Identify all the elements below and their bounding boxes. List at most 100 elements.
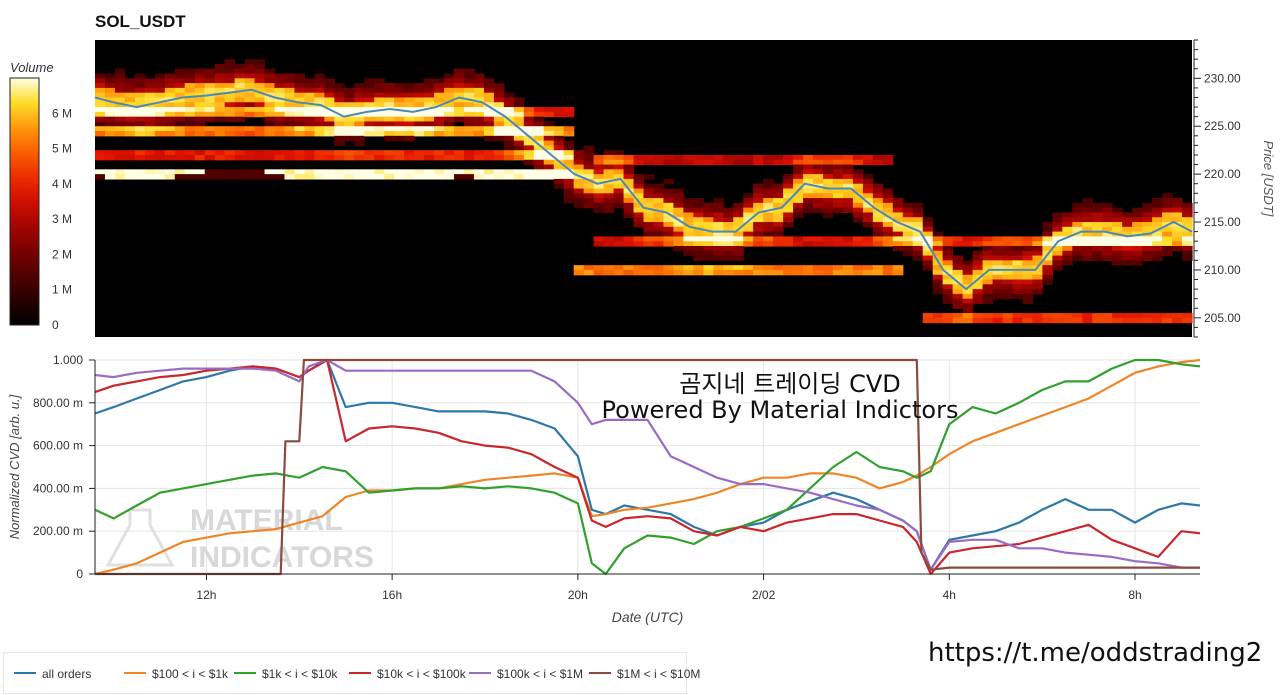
heatmap-cell <box>832 159 844 166</box>
heatmap-cell <box>493 107 505 113</box>
heatmap-cell <box>404 131 415 137</box>
legend-item-100k_1M[interactable]: $100k < i < $1M <box>469 667 583 681</box>
heatmap-cell <box>1022 279 1034 285</box>
heatmap-cell <box>703 222 714 228</box>
heatmap-cell <box>563 159 575 166</box>
heatmap-cell <box>1002 250 1014 257</box>
legend-item-all_orders[interactable]: all orders <box>14 667 91 681</box>
heatmap-cell <box>513 111 525 118</box>
heatmap-cell <box>643 154 655 161</box>
colorbar-tick-label: 3 M <box>52 212 72 226</box>
heatmap-cell <box>623 159 635 166</box>
telegram-link[interactable]: https://t.me/oddstrading2 <box>928 638 1263 668</box>
legend-item-100_1k[interactable]: $100 < i < $1k <box>124 667 228 681</box>
heatmap-cell <box>294 174 306 180</box>
heatmap-cell <box>314 83 325 89</box>
heatmap-cell <box>224 73 236 79</box>
heatmap-cell <box>803 164 814 170</box>
heatmap-cell <box>1082 236 1093 242</box>
heatmap-cell <box>633 193 645 199</box>
heatmap-cell <box>803 265 814 271</box>
heatmap-cell <box>852 212 864 218</box>
heatmap-cell <box>962 303 974 309</box>
heatmap-cell <box>713 250 724 257</box>
heatmap-cell <box>643 202 655 209</box>
heatmap-cell <box>882 202 894 209</box>
heatmap-cell <box>234 97 246 103</box>
heatmap-cell <box>1082 212 1093 218</box>
heatmap-cell <box>304 121 315 127</box>
heatmap-cell <box>503 107 515 113</box>
heatmap-cell <box>254 174 266 180</box>
heatmap-cell <box>713 159 724 166</box>
heatmap-cell <box>134 116 146 123</box>
heatmap-cell <box>124 121 136 127</box>
heatmap-cell <box>344 174 355 180</box>
heatmap-cell <box>613 183 625 190</box>
legend-item-10k_100k[interactable]: $10k < i < $100k <box>349 667 466 681</box>
heatmap-cell <box>603 202 615 209</box>
heatmap-cell <box>164 78 176 84</box>
heatmap-cell <box>164 92 176 99</box>
legend-item-1M_10M[interactable]: $1M < i < $10M <box>589 667 700 681</box>
heatmap-cell <box>364 150 375 156</box>
heatmap-cell <box>753 236 764 242</box>
heatmap-cell <box>473 131 485 137</box>
heatmap-cell <box>204 126 216 132</box>
heatmap-cell <box>194 102 206 108</box>
heatmap-cell <box>733 250 744 257</box>
heatmap-cell <box>473 102 485 108</box>
heatmap-cell <box>473 169 485 175</box>
heatmap-cell <box>1032 279 1044 285</box>
heatmap-cell <box>593 188 605 194</box>
heatmap-cell <box>783 222 794 228</box>
heatmap-cell <box>264 87 276 94</box>
heatmap-cell <box>214 131 226 137</box>
heatmap-cell <box>204 150 216 156</box>
heatmap-cell <box>902 250 914 257</box>
heatmap-cell <box>703 154 714 161</box>
heatmap-cell <box>912 241 924 247</box>
heatmap-cell <box>1052 265 1063 271</box>
legend-swatch <box>124 671 146 674</box>
heatmap-cell <box>832 207 844 214</box>
heatmap-cell <box>234 63 246 70</box>
heatmap-cell <box>144 107 156 113</box>
heatmap-cell <box>1032 317 1044 324</box>
heatmap-cell <box>1082 222 1093 228</box>
heatmap-cell <box>154 150 166 156</box>
heatmap-cell <box>663 207 675 214</box>
heatmap-cell <box>613 236 625 242</box>
heatmap-cell <box>134 97 146 103</box>
heatmap-cell <box>882 217 894 223</box>
heatmap-cell <box>733 154 744 161</box>
heatmap-cell <box>104 97 116 103</box>
heatmap-cell <box>1102 241 1113 247</box>
heatmap-cell <box>364 87 375 94</box>
heatmap-cell <box>952 303 964 309</box>
heatmap-cell <box>922 265 934 271</box>
heatmap-cell <box>424 126 435 132</box>
heatmap-cell <box>872 188 884 194</box>
heatmap-cell <box>673 226 684 233</box>
heatmap-cell <box>483 121 495 127</box>
heatmap-cell <box>553 107 565 113</box>
heatmap-cell <box>394 102 405 108</box>
heatmap-cell <box>144 174 156 180</box>
heatmap-cell <box>1142 202 1153 209</box>
heatmap-cell <box>414 150 425 156</box>
heatmap-cell <box>224 126 236 132</box>
heatmap-cell <box>1022 317 1034 324</box>
heatmap-cell <box>194 73 206 79</box>
heatmap-cell <box>204 111 216 118</box>
legend-item-1k_10k[interactable]: $1k < i < $10k <box>234 667 337 681</box>
heatmap-cell <box>374 121 385 127</box>
heatmap-cell <box>1022 269 1034 276</box>
heatmap-cell <box>723 154 734 161</box>
heatmap-cell <box>244 92 256 99</box>
heatmap-cell <box>1012 245 1024 252</box>
heatmap-cell <box>882 236 894 242</box>
heatmap-cell <box>723 250 734 257</box>
heatmap-cell <box>603 150 615 156</box>
heatmap-cell <box>1172 217 1183 223</box>
